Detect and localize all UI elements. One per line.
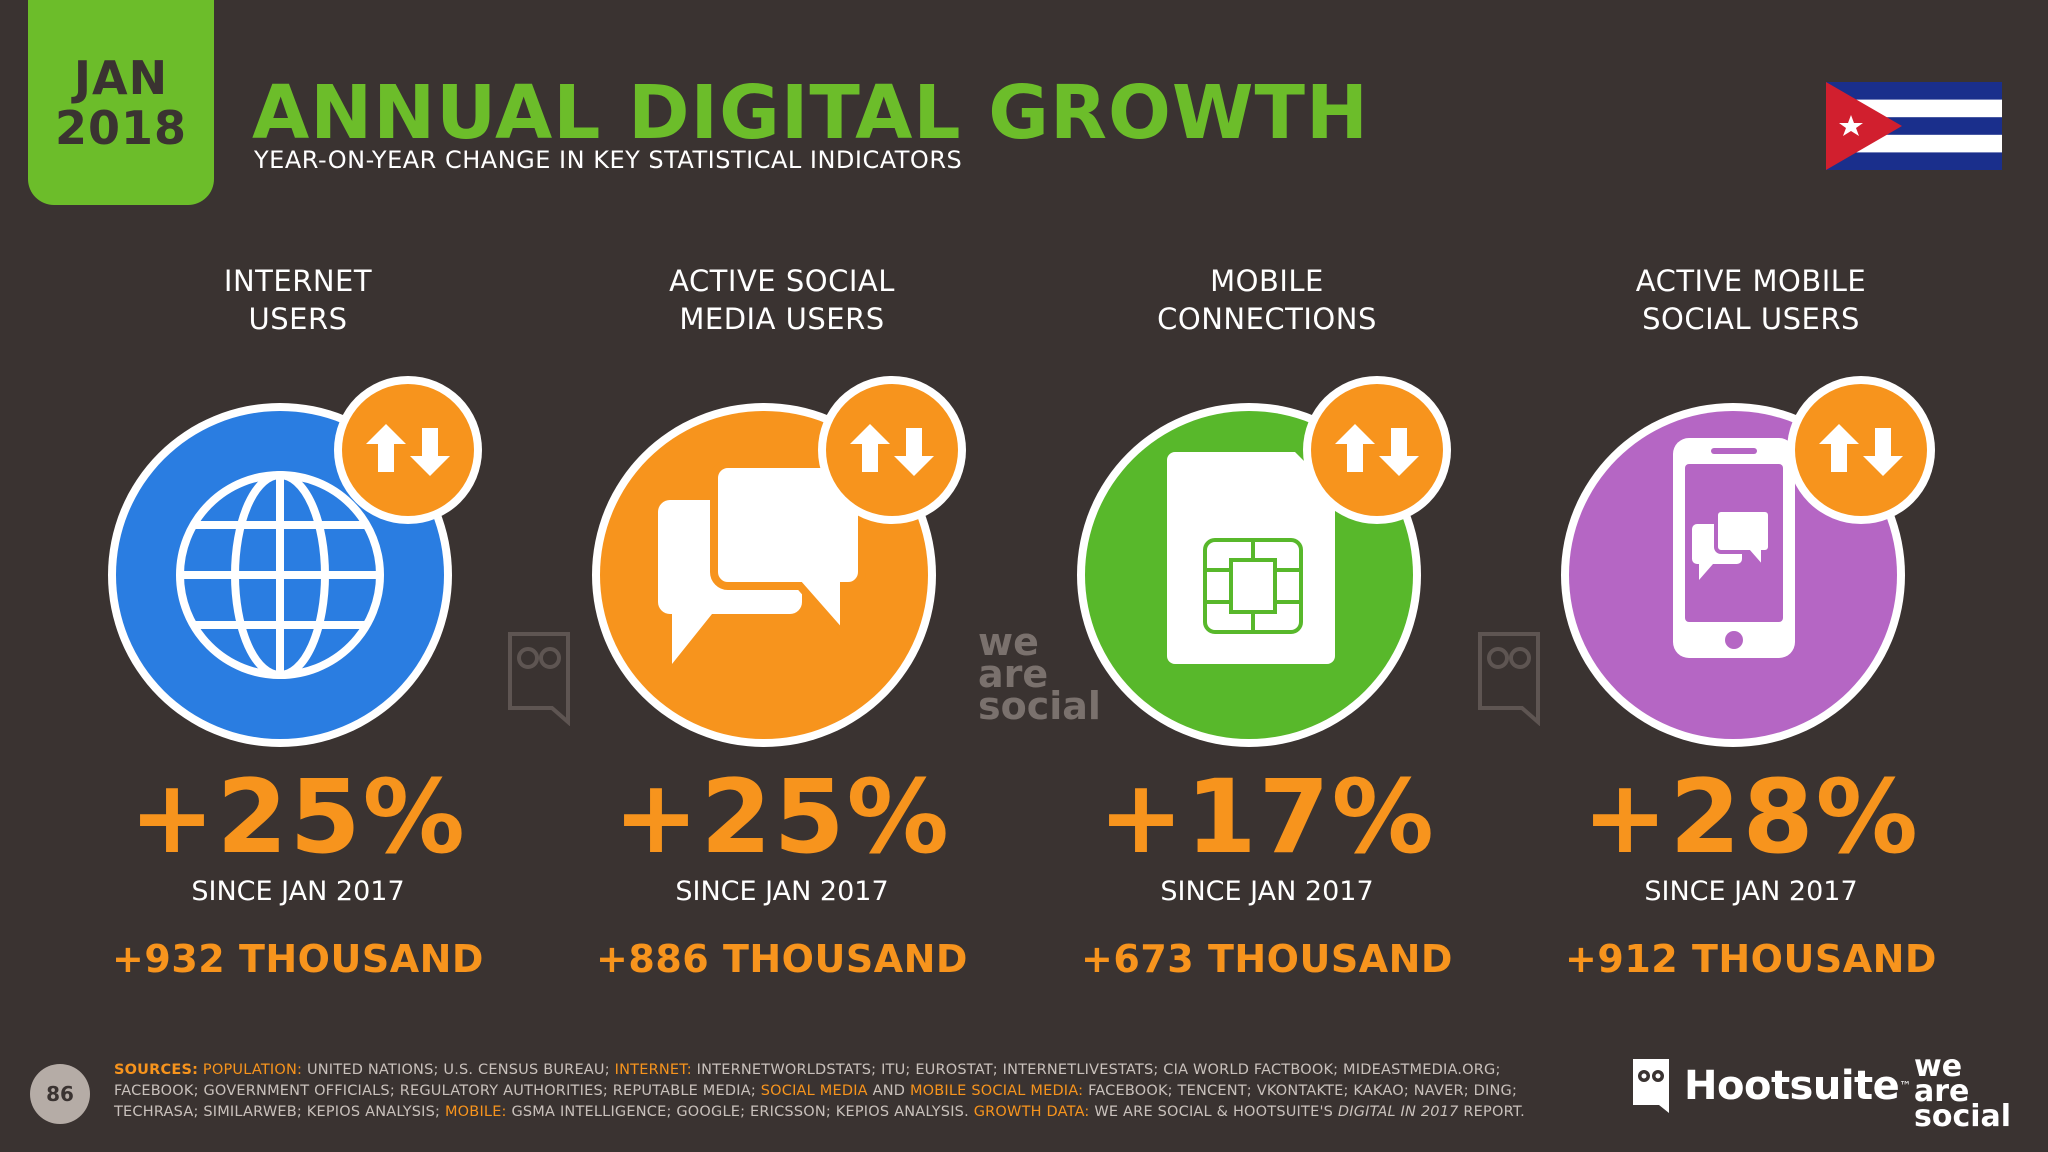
metric-label-line: ACTIVE MOBILE (1635, 264, 1867, 298)
metric-icon-circle (108, 372, 488, 752)
hootsuite-owl-icon (1633, 1059, 1669, 1113)
trademark: ™ (1899, 1079, 1912, 1093)
metric-icon-circle (1561, 372, 1941, 752)
metric-label-line: USERS (248, 302, 348, 336)
logo-line: social (1914, 1099, 2012, 1134)
page-number: 86 (30, 1064, 90, 1124)
date-month: JAN (73, 50, 169, 105)
since-label: SINCE JAN 2017 (675, 876, 889, 908)
smartphone-chat-icon (1561, 376, 1935, 747)
metric-internet-users: INTERNET USERS +25% SINCE JAN 2017 +932 (78, 262, 518, 981)
mobile-label: MOBILE: (444, 1104, 507, 1120)
since-label: SINCE JAN 2017 (1160, 876, 1374, 908)
we-are-social-logo: we are social (1914, 1049, 2012, 1134)
growth-report-name: DIGITAL IN 2017 (1337, 1104, 1459, 1120)
metric-label-line: CONNECTIONS (1157, 302, 1377, 336)
hootsuite-owl-watermark-icon (508, 632, 570, 726)
mobile-text: GSMA INTELLIGENCE; GOOGLE; ERICSSON; KEP… (511, 1104, 969, 1120)
population-label: POPULATION: (202, 1062, 303, 1078)
mobile-social-media-label: MOBILE SOCIAL MEDIA: (909, 1083, 1084, 1099)
metric-mobile-connections: MOBILE CONNECTIONS (1047, 262, 1487, 981)
page-title: ANNUAL DIGITAL GROWTH (252, 70, 1369, 156)
metric-label: ACTIVE MOBILE SOCIAL USERS (1531, 262, 1971, 342)
growth-data-text: WE ARE SOCIAL & HOOTSUITE'S (1094, 1104, 1334, 1120)
since-label: SINCE JAN 2017 (1644, 876, 1858, 908)
internet-label: INTERNET: (614, 1062, 692, 1078)
globe-icon (108, 376, 482, 747)
since-label: SINCE JAN 2017 (191, 876, 405, 908)
metric-label-line: MOBILE (1210, 264, 1324, 298)
metric-active-social-media-users: ACTIVE SOCIAL MEDIA USERS +25% SINCE JAN… (562, 262, 1002, 981)
growth-percent: +25% (613, 758, 951, 877)
social-text: FACEBOOK; TENCENT; VKONTAKTE; KAKAO; NAV… (114, 1083, 1518, 1120)
growth-data-label: GROWTH DATA: (973, 1104, 1090, 1120)
watermark-line: social (978, 684, 1101, 728)
watermark-line: are (978, 652, 1049, 696)
sim-card-icon (1077, 376, 1451, 747)
metric-active-mobile-social-users: ACTIVE MOBILE SOCIAL USERS +28% SINCE JA… (1531, 262, 1971, 981)
and-text: AND (872, 1083, 906, 1099)
growth-data-text-end: REPORT. (1463, 1104, 1525, 1120)
metric-label-line: MEDIA USERS (679, 302, 885, 336)
we-are-social-watermark: we are social (978, 620, 1101, 728)
page-subtitle: YEAR-ON-YEAR CHANGE IN KEY STATISTICAL I… (254, 146, 963, 174)
watermark-line: we (978, 620, 1039, 664)
up-down-arrows-icon (334, 376, 482, 524)
growth-percent: +17% (1098, 758, 1436, 877)
growth-percent: +28% (1582, 758, 1920, 877)
metric-icon-circle (1077, 372, 1457, 752)
growth-absolute: +886 THOUSAND (596, 937, 968, 982)
metric-label: MOBILE CONNECTIONS (1047, 262, 1487, 342)
up-down-arrows-icon (1787, 376, 1935, 524)
hootsuite-owl-watermark-icon (1478, 632, 1540, 726)
growth-absolute: +673 THOUSAND (1081, 937, 1453, 982)
date-year: 2018 (54, 100, 188, 155)
logo-line: we (1914, 1049, 1963, 1084)
growth-absolute: +912 THOUSAND (1565, 937, 1937, 982)
hootsuite-logo: Hootsuite ™ (1630, 1056, 1911, 1116)
metric-label: ACTIVE SOCIAL MEDIA USERS (562, 262, 1002, 342)
metric-label-line: INTERNET (223, 264, 373, 298)
logo-line: are (1914, 1074, 1970, 1109)
metric-label: INTERNET USERS (78, 262, 518, 342)
sources-text: SOURCES: POPULATION: UNITED NATIONS; U.S… (114, 1060, 1574, 1123)
date-badge: JAN 2018 (28, 0, 214, 205)
metric-icon-circle (592, 372, 972, 752)
metric-label-line: ACTIVE SOCIAL (669, 264, 895, 298)
growth-percent: +25% (129, 758, 467, 877)
up-down-arrows-icon (818, 376, 966, 524)
sources-label: SOURCES: (114, 1062, 199, 1078)
chat-bubbles-icon (592, 376, 966, 747)
growth-absolute: +932 THOUSAND (112, 937, 484, 982)
internet-text: INTERNETWORLDSTATS; ITU; EUROSTAT; INTER… (114, 1062, 1501, 1099)
metric-label-line: SOCIAL USERS (1642, 302, 1860, 336)
up-down-arrows-icon (1303, 376, 1451, 524)
cuba-flag-icon (1826, 82, 2002, 170)
population-text: UNITED NATIONS; U.S. CENSUS BUREAU; (306, 1062, 610, 1078)
hootsuite-wordmark: Hootsuite (1684, 1063, 1900, 1109)
social-media-label: SOCIAL MEDIA (760, 1083, 868, 1099)
